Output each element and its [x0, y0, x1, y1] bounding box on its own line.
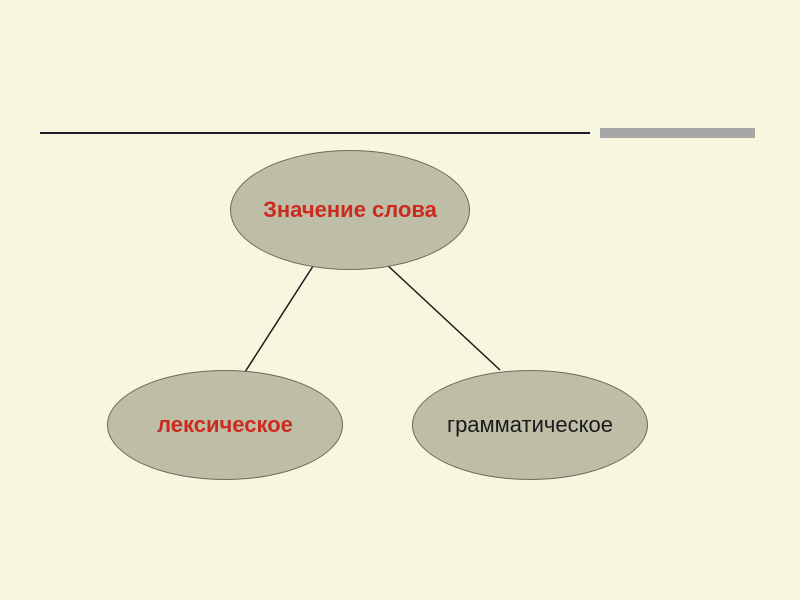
edge-top-left	[245, 263, 315, 372]
node-right: грамматическое	[412, 370, 648, 480]
edge-top-right	[385, 263, 500, 370]
node-left: лексическое	[107, 370, 343, 480]
node-left-label: лексическое	[157, 413, 293, 437]
diagram-canvas: Значение слова лексическое грамматическо…	[0, 0, 800, 600]
node-top-label: Значение слова	[263, 198, 437, 222]
node-right-label: грамматическое	[447, 413, 613, 437]
connectors-svg	[0, 0, 800, 600]
node-top: Значение слова	[230, 150, 470, 270]
